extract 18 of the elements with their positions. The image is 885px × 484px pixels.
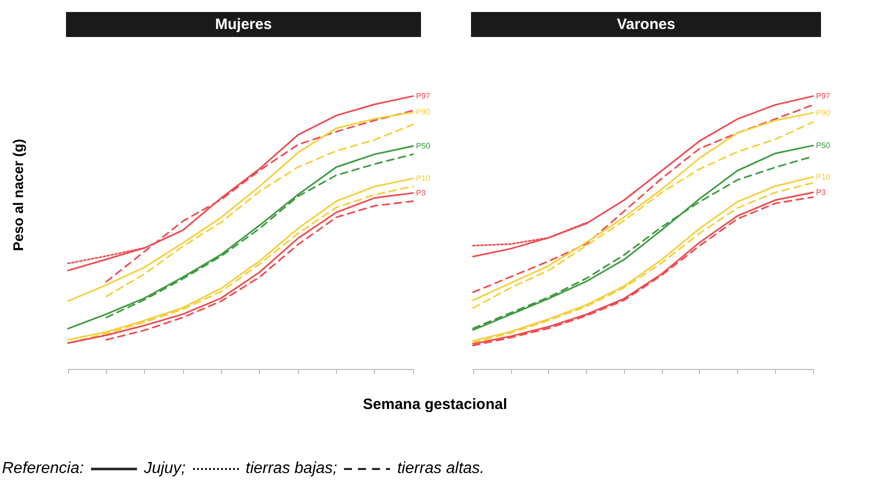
series-label: P10 [416,174,431,184]
chart-title: Mujeres [66,12,421,37]
series-label: P97 [416,92,431,101]
series-label: P10 [816,172,831,182]
chart-title: Varones [471,12,821,37]
series-label: P90 [416,108,431,117]
series-label: P50 [416,142,431,151]
series-label: P3 [816,188,826,197]
x-axis-title: Semana gestacional [362,396,508,413]
series-label: P90 [816,108,831,118]
series-label: P3 [416,188,426,198]
y-axis-title: Peso al nacer (g) [10,138,26,252]
text: Referencia: [2,460,84,478]
series-label: P97 [816,92,831,101]
text: Jujuy; [144,460,186,478]
text: tierras altas. [397,460,484,478]
series-label: P50 [816,141,831,150]
text: tierras bajas; [246,460,338,478]
